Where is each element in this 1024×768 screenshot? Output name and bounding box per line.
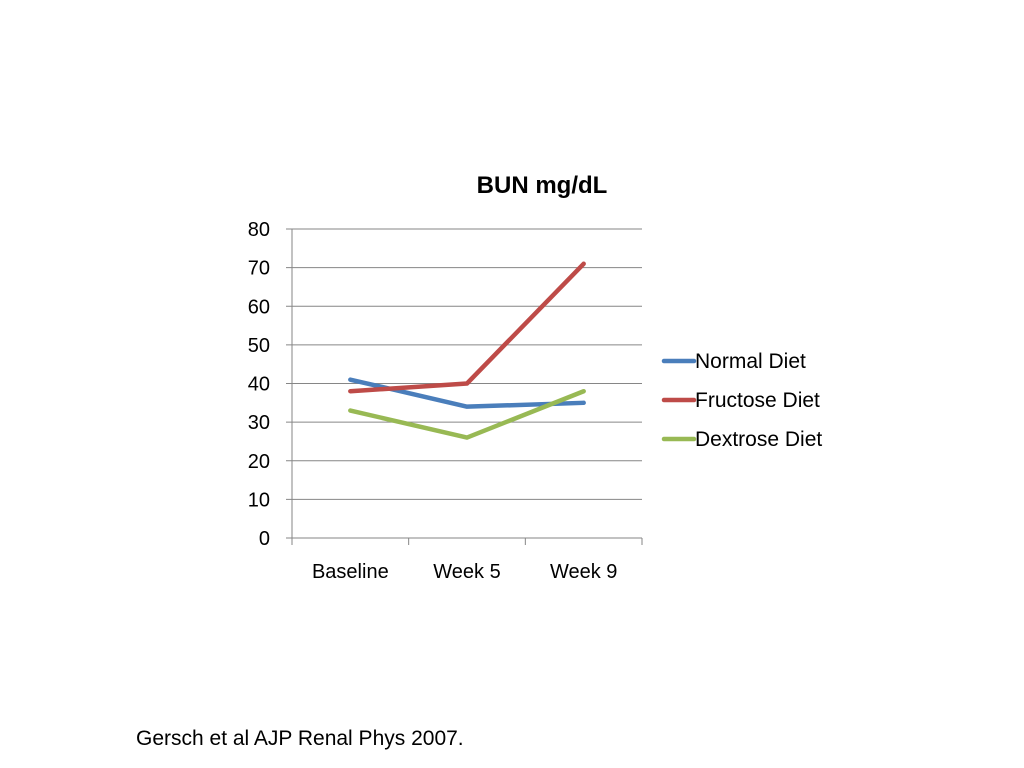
y-tick-label-30: 30 [248, 412, 270, 434]
chart-title: BUN mg/dL [476, 172, 608, 199]
legend-label-1: Fructose Diet [695, 389, 820, 412]
y-tick-label-10: 10 [248, 489, 270, 511]
series-line-2 [348, 388, 586, 440]
legend: Normal Diet Fructose Diet Dextrose Diet [661, 350, 822, 451]
y-tick-label-20: 20 [248, 451, 270, 473]
y-tick-label-0: 0 [259, 528, 270, 550]
citation-text: Gersch et al AJP Renal Phys 2007. [136, 727, 464, 750]
y-tick-label-40: 40 [248, 374, 270, 396]
series-lines [348, 261, 586, 440]
axes [286, 228, 643, 545]
x-tick-label-0: Baseline [312, 561, 389, 583]
y-tick-label-50: 50 [248, 335, 270, 357]
gridlines [292, 228, 642, 500]
y-tick-label-70: 70 [248, 258, 270, 280]
x-tick-label-1: Week 5 [433, 561, 500, 583]
y-tick-label-80: 80 [248, 219, 270, 241]
x-tick-label-2: Week 9 [550, 561, 617, 583]
x-axis-tick-labels: Baseline Week 5 Week 9 [312, 561, 617, 583]
y-axis-tick-labels: 0 10 20 30 40 50 60 70 80 [248, 219, 270, 550]
y-tick-label-60: 60 [248, 296, 270, 318]
series-line-1 [348, 261, 586, 394]
legend-label-0: Normal Diet [695, 350, 806, 373]
legend-label-2: Dextrose Diet [695, 428, 822, 451]
